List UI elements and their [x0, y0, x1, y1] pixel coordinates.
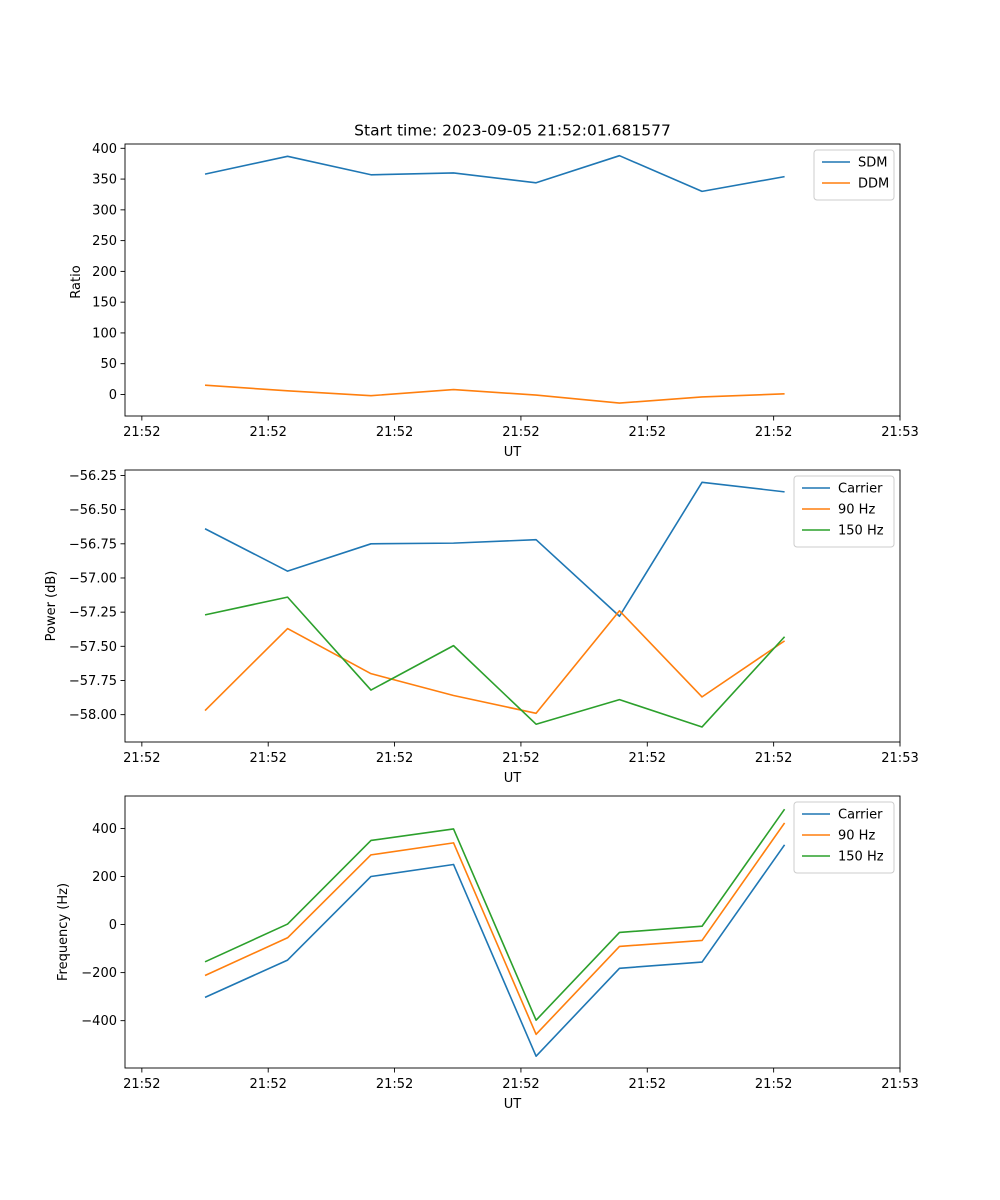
frequency-legend-label: 150 Hz	[838, 850, 884, 865]
frequency-legend: Carrier 90 Hz 150 Hz	[793, 801, 895, 874]
ratio-y-tick-label: 250	[92, 234, 117, 249]
power-legend-label: 150 Hz	[838, 524, 884, 539]
ratio-y-tick-label: 400	[92, 142, 117, 157]
ratio-legend: SDM DDM	[813, 149, 895, 201]
frequency-x-tick-label: 21:53	[881, 1077, 918, 1092]
frequency-legend-label: Carrier	[838, 808, 883, 823]
frequency-x-axis-label: UT	[504, 1097, 522, 1112]
frequency-x-tick-label: 21:52	[249, 1077, 286, 1092]
frequency-x-tick-label: 21:52	[376, 1077, 413, 1092]
ratio-y-tick-label: 300	[92, 203, 117, 218]
ratio-x-axis-label: UT	[504, 445, 522, 460]
power-y-tick-label: −56.25	[69, 469, 117, 484]
power-x-tick-label: 21:52	[502, 751, 539, 766]
frequency-y-axis-label: Frequency (Hz)	[56, 883, 71, 981]
frequency-panel: 21:52 21:52 21:52 21:52 21:52 21:52 21:53 −400 −…	[56, 795, 919, 1112]
frequency-legend-label: 90 Hz	[838, 829, 875, 844]
ratio-series-line-sdm	[204, 154, 785, 193]
ratio-y-tick-label: 100	[92, 326, 117, 341]
ratio-x-tick-label: 21:52	[123, 425, 160, 440]
power-legend-label: 90 Hz	[838, 503, 875, 518]
frequency-series-line-90-hz	[204, 822, 786, 1036]
ratio-x-tick-label: 21:53	[881, 425, 918, 440]
frequency-y-tick-label: 0	[109, 918, 117, 933]
power-series-line-150-hz	[204, 596, 786, 728]
power-y-tick-label: −58.00	[69, 708, 117, 723]
ratio-y-tick-label: 50	[100, 357, 117, 372]
frequency-axes-frame	[124, 795, 901, 1069]
power-x-axis-label: UT	[504, 771, 522, 786]
frequency-x-tick-label: 21:52	[123, 1077, 160, 1092]
power-x-tick-label: 21:52	[629, 751, 666, 766]
ratio-x-tick-label: 21:52	[755, 425, 792, 440]
frequency-y-tick-label: −200	[81, 966, 117, 981]
frequency-x-tick-label: 21:52	[629, 1077, 666, 1092]
ratio-legend-label: SDM	[858, 156, 887, 171]
ratio-x-tick-label: 21:52	[376, 425, 413, 440]
power-x-tick-label: 21:52	[376, 751, 413, 766]
ratio-series-line-ddm	[204, 384, 785, 404]
power-x-tick-label: 21:52	[755, 751, 792, 766]
ratio-y-tick-label: 350	[92, 173, 117, 188]
power-x-tick-label: 21:52	[123, 751, 160, 766]
ratio-legend-label: DDM	[858, 177, 889, 192]
ratio-x-tick-label: 21:52	[629, 425, 666, 440]
power-series-line-90-hz	[204, 609, 786, 715]
frequency-x-tick-label: 21:52	[502, 1077, 539, 1092]
frequency-y-tick-label: 400	[92, 822, 117, 837]
frequency-series-line-carrier	[204, 844, 786, 1058]
frequency-y-tick-label: 200	[92, 870, 117, 885]
power-y-tick-label: −57.00	[69, 571, 117, 586]
power-y-tick-label: −57.75	[69, 674, 117, 689]
frequency-series-line-150-hz	[204, 808, 786, 1021]
ratio-x-tick-label: 21:52	[502, 425, 539, 440]
ratio-y-tick-label: 0	[109, 388, 117, 403]
power-legend-label: Carrier	[838, 482, 883, 497]
power-plot-area: 21:52 21:52 21:52 21:52 21:52 21:52 21:53 −58.0…	[69, 469, 919, 766]
ratio-panel: 21:52 21:52 21:52 21:52 21:52 21:52 21:53 0 50 10…	[69, 142, 919, 460]
ratio-axes-frame	[124, 143, 901, 417]
power-y-axis-label: Power (dB)	[44, 571, 59, 642]
ratio-y-tick-label: 200	[92, 265, 117, 280]
power-x-tick-label: 21:52	[249, 751, 286, 766]
power-y-tick-label: −56.75	[69, 537, 117, 552]
ratio-y-tick-label: 150	[92, 296, 117, 311]
power-legend: Carrier 90 Hz 150 Hz	[793, 475, 895, 548]
frequency-x-tick-label: 21:52	[755, 1077, 792, 1092]
power-panel: 21:52 21:52 21:52 21:52 21:52 21:52 21:53 −58.0…	[44, 469, 919, 786]
ratio-plot-area: 21:52 21:52 21:52 21:52 21:52 21:52 21:53 0 50 10…	[92, 142, 919, 440]
power-series-line-carrier	[204, 481, 785, 618]
power-x-tick-label: 21:53	[881, 751, 918, 766]
ratio-x-tick-label: 21:52	[249, 425, 286, 440]
ratio-y-axis-label: Ratio	[69, 265, 84, 298]
power-y-tick-label: −57.50	[69, 640, 117, 655]
frequency-y-tick-label: −400	[81, 1014, 117, 1029]
power-axes-frame	[124, 469, 901, 743]
figure-title: Start time: 2023-09-05 21:52:01.681577	[354, 122, 671, 140]
frequency-plot-area: 21:52 21:52 21:52 21:52 21:52 21:52 21:53 −400 −…	[81, 795, 919, 1092]
power-y-tick-label: −57.25	[69, 606, 117, 621]
power-y-tick-label: −56.50	[69, 503, 117, 518]
